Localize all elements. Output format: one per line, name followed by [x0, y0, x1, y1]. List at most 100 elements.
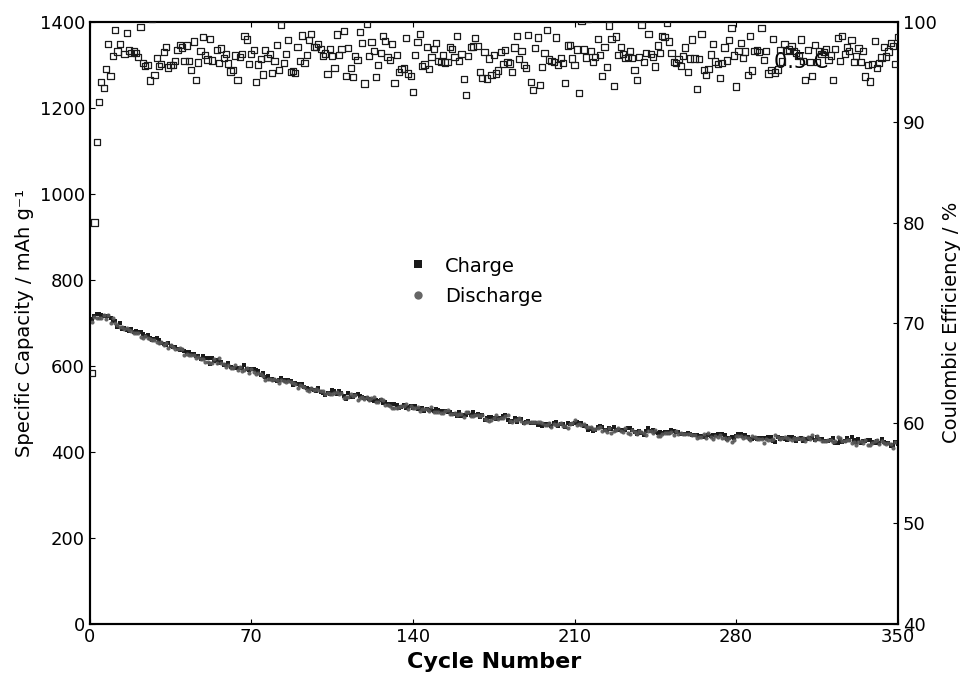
Charge — [560, 418, 576, 429]
Point — [255, 69, 270, 80]
Discharge — [523, 417, 539, 428]
Point — [251, 59, 266, 70]
Point — [271, 65, 287, 76]
Discharge — [153, 337, 169, 348]
Discharge — [760, 434, 776, 445]
Discharge — [578, 422, 593, 433]
Point — [146, 70, 162, 81]
Discharge — [532, 416, 548, 427]
Point — [474, 72, 490, 83]
Point — [368, 72, 384, 83]
Discharge — [463, 411, 478, 422]
Point — [684, 34, 700, 45]
Charge — [211, 358, 226, 369]
Discharge — [398, 398, 414, 409]
Charge — [532, 419, 548, 430]
Discharge — [469, 409, 485, 420]
Discharge — [647, 425, 663, 436]
Point — [177, 56, 192, 67]
Charge — [839, 432, 855, 443]
Point — [843, 34, 859, 45]
Point — [872, 58, 887, 69]
Charge — [625, 425, 640, 436]
Discharge — [550, 419, 566, 430]
Point — [745, 65, 760, 76]
Discharge — [204, 357, 220, 368]
Point — [738, 46, 753, 57]
Charge — [858, 436, 874, 447]
Discharge — [135, 333, 150, 344]
Point — [525, 85, 541, 95]
Charge — [476, 414, 492, 425]
Point — [710, 58, 725, 69]
Point — [571, 87, 587, 98]
Charge — [244, 363, 260, 374]
Point — [728, 81, 744, 92]
Charge — [728, 430, 744, 441]
Charge — [549, 417, 564, 428]
Charge — [640, 423, 656, 434]
Discharge — [747, 431, 762, 442]
Point — [542, 54, 557, 65]
Discharge — [89, 313, 104, 324]
Discharge — [839, 435, 855, 446]
Charge — [520, 415, 536, 426]
Charge — [836, 436, 852, 447]
Charge — [830, 438, 845, 449]
Discharge — [684, 429, 700, 440]
Point — [518, 63, 534, 74]
Charge — [872, 438, 887, 449]
Charge — [283, 375, 299, 386]
Point — [135, 58, 150, 69]
Point — [706, 38, 721, 49]
Charge — [202, 359, 218, 370]
Discharge — [797, 436, 813, 447]
Charge — [339, 394, 354, 405]
Discharge — [816, 436, 832, 447]
Charge — [719, 433, 735, 444]
Discharge — [633, 427, 649, 438]
Discharge — [867, 436, 882, 447]
Discharge — [740, 432, 755, 443]
Legend: Charge, Discharge: Charge, Discharge — [398, 247, 550, 314]
Point — [234, 48, 250, 59]
Point — [797, 74, 813, 85]
Charge — [874, 434, 889, 445]
Discharge — [710, 432, 725, 443]
Point — [765, 34, 781, 45]
Charge — [349, 388, 365, 399]
Charge — [880, 438, 896, 449]
Discharge — [124, 326, 140, 337]
Charge — [498, 409, 513, 420]
Point — [107, 25, 123, 36]
Discharge — [733, 431, 749, 442]
Charge — [463, 409, 478, 420]
Point — [539, 25, 554, 36]
Charge — [696, 431, 712, 442]
Discharge — [182, 349, 197, 360]
Discharge — [94, 313, 109, 324]
Point — [574, 16, 590, 27]
Charge — [146, 334, 162, 345]
Point — [876, 41, 892, 52]
Charge — [419, 403, 434, 414]
Charge — [356, 392, 372, 403]
Point — [211, 58, 226, 69]
Discharge — [874, 436, 889, 447]
Charge — [586, 425, 601, 436]
Point — [833, 56, 848, 67]
Discharge — [664, 427, 679, 438]
Charge — [752, 433, 767, 444]
Charge — [535, 420, 550, 431]
Point — [386, 78, 402, 89]
Point — [266, 56, 282, 67]
Point — [468, 33, 483, 44]
Charge — [738, 429, 753, 440]
Point — [599, 61, 615, 72]
Point — [378, 36, 393, 47]
Charge — [481, 412, 497, 423]
Point — [869, 63, 884, 74]
Charge — [885, 440, 901, 451]
Charge — [833, 434, 848, 445]
Discharge — [456, 412, 471, 423]
